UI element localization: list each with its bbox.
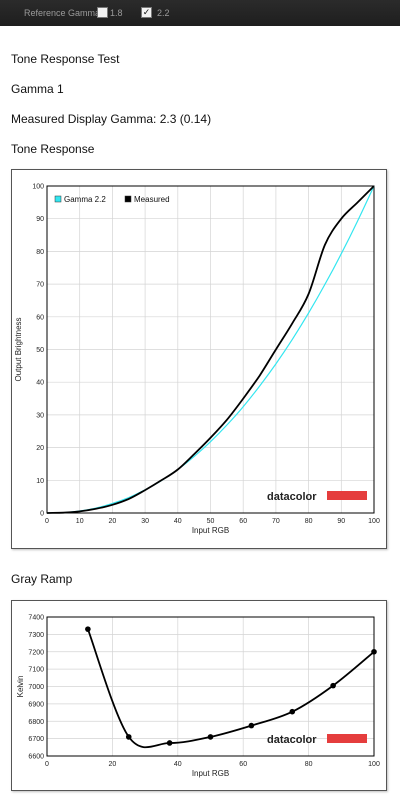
x-axis-label: Input RGB (192, 526, 229, 535)
data-point (166, 740, 173, 746)
top-toolbar: Reference Gamma 1.8 ✓ 2.2 (0, 0, 400, 26)
y-axis-label: Output Brightness (14, 317, 23, 381)
x-tick-label: 40 (174, 761, 182, 768)
y-tick-label: 7000 (28, 684, 44, 691)
data-point (125, 734, 132, 740)
y-tick-label: 6800 (28, 719, 44, 726)
legend-swatch (124, 195, 132, 203)
y-tick-label: 60 (36, 314, 44, 321)
x-tick-label: 50 (207, 518, 215, 525)
datacolor-logo-text: datacolor (267, 491, 317, 503)
datacolor-logo-bar (327, 491, 367, 500)
x-tick-label: 100 (368, 518, 380, 525)
y-tick-label: 50 (36, 347, 44, 354)
x-tick-label: 70 (272, 518, 280, 525)
gamma-label: Gamma 1 (11, 82, 64, 96)
page-title: Tone Response Test (11, 52, 120, 66)
gamma-2-2-checkbox[interactable]: ✓ (141, 7, 152, 18)
legend-label: Measured (134, 195, 170, 204)
datacolor-logo-bar (327, 734, 367, 743)
y-tick-label: 7200 (28, 649, 44, 656)
series-line-1 (46, 185, 375, 514)
y-tick-label: 90 (36, 216, 44, 223)
x-tick-label: 0 (45, 761, 49, 768)
y-tick-label: 7300 (28, 632, 44, 639)
x-tick-label: 40 (174, 518, 182, 525)
legend-swatch (54, 195, 62, 203)
y-tick-label: 20 (36, 445, 44, 452)
gray-ramp-heading: Gray Ramp (11, 572, 73, 586)
data-point (330, 682, 336, 689)
y-tick-label: 30 (36, 412, 44, 419)
data-point (248, 722, 255, 729)
data-point (289, 708, 296, 715)
y-tick-label: 10 (36, 478, 44, 485)
y-tick-label: 6600 (28, 754, 44, 761)
y-tick-label: 0 (40, 511, 44, 518)
y-tick-label: 70 (36, 282, 44, 289)
y-tick-label: 6900 (28, 701, 44, 708)
y-tick-label: 80 (36, 249, 44, 256)
gamma-1-8-label[interactable]: 1.8 (110, 8, 123, 18)
y-tick-label: 100 (32, 184, 44, 191)
tone-response-chart: 0 10 20 30 40 50 60 70 80 90 100 0 10 20 30 40 50 60 70 80 9… (11, 169, 387, 549)
reference-gamma-label: Reference Gamma (24, 8, 101, 18)
gamma-1-8-checkbox[interactable] (97, 7, 108, 18)
series-line-0 (87, 628, 375, 749)
data-point (207, 734, 214, 740)
datacolor-logo-text: datacolor (267, 734, 317, 746)
x-axis-label: Input RGB (192, 769, 229, 778)
y-tick-label: 40 (36, 380, 44, 387)
data-point (85, 626, 91, 632)
x-tick-label: 60 (239, 518, 247, 525)
plot-frame (46, 185, 375, 514)
x-tick-label: 20 (109, 518, 117, 525)
y-axis-label: Kelvin (16, 676, 25, 698)
y-tick-label: 7100 (28, 667, 44, 674)
x-tick-label: 10 (76, 518, 84, 525)
measured-gamma-text: Measured Display Gamma: 2.3 (0.14) (11, 112, 212, 126)
x-tick-label: 100 (368, 761, 380, 768)
legend-label: Gamma 2.2 (64, 195, 106, 204)
gamma-2-2-label[interactable]: 2.2 (157, 8, 170, 18)
x-tick-label: 30 (141, 518, 149, 525)
data-point (371, 648, 377, 655)
x-tick-label: 80 (305, 761, 313, 768)
x-tick-label: 90 (337, 518, 345, 525)
plot-frame (46, 616, 375, 757)
tone-response-heading: Tone Response (11, 142, 95, 156)
x-tick-label: 20 (109, 761, 117, 768)
x-tick-label: 60 (239, 761, 247, 768)
tone-response-plot: 0 10 20 30 40 50 60 70 80 90 100 0 10 20 30 40 50 60 70 80 9… (14, 184, 380, 536)
gray-ramp-plot: 0 20 40 60 80 100 6600 6700 6800 6900 7000 7100 7200… (16, 615, 380, 779)
x-tick-label: 80 (305, 518, 313, 525)
y-tick-label: 6700 (28, 736, 44, 743)
x-tick-label: 0 (45, 518, 49, 525)
y-tick-label: 7400 (28, 615, 44, 622)
gray-ramp-chart: 0 20 40 60 80 100 6600 6700 6800 6900 7000 7100 7200… (11, 600, 387, 791)
